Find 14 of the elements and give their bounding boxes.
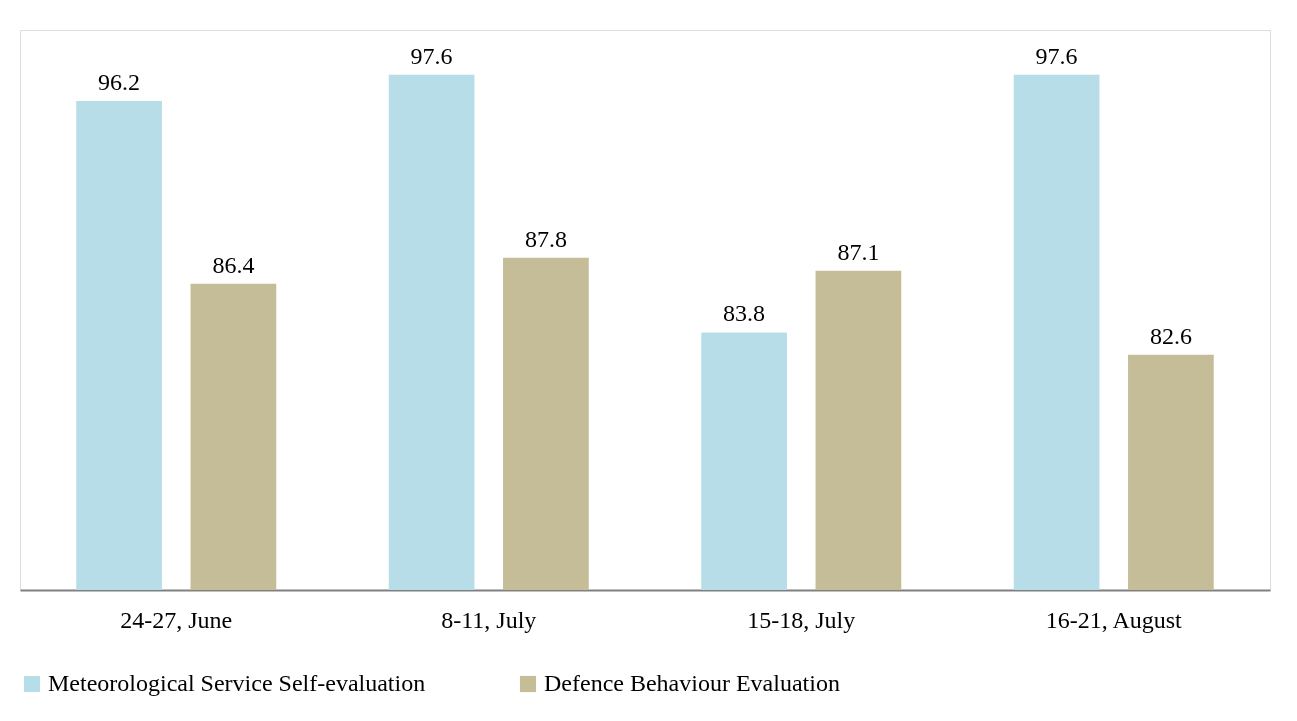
data-label: 87.8 — [524, 225, 567, 252]
legend-label: Meteorological Service Self-evaluation — [48, 670, 426, 696]
data-label: 82.6 — [1149, 322, 1192, 349]
data-label: 97.6 — [410, 42, 453, 69]
x-tick-label: 15-18, July — [747, 606, 856, 633]
x-tick-label: 16-21, August — [1045, 606, 1183, 633]
data-label: 87.1 — [837, 238, 880, 265]
x-tick-label: 8-11, July — [441, 606, 537, 633]
data-label: 83.8 — [723, 300, 766, 327]
data-label: 96.2 — [98, 68, 141, 95]
data-label: 86.4 — [212, 251, 255, 278]
x-tick-label: 24-27, June — [120, 606, 233, 633]
legend-label: Defence Behaviour Evaluation — [544, 670, 840, 696]
data-label: 97.6 — [1035, 42, 1078, 69]
